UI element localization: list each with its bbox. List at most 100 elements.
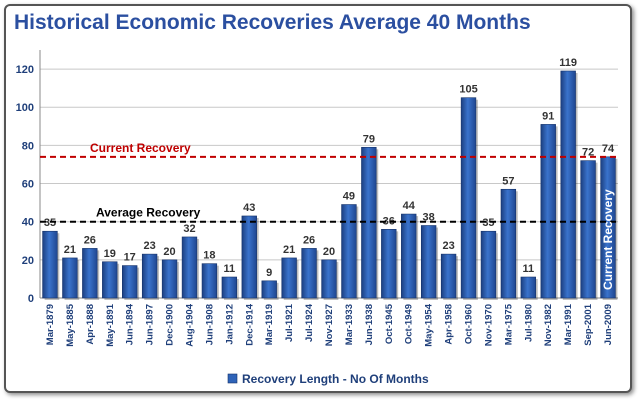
data-label: 38 <box>423 212 435 224</box>
chart-frame: Historical Economic Recoveries Average 4… <box>4 4 632 393</box>
bar <box>62 257 78 299</box>
data-label: 91 <box>542 110 554 122</box>
x-tick-label: May-1891 <box>105 303 116 346</box>
bar <box>241 215 257 299</box>
legend-label: Recovery Length - No Of Months <box>242 372 429 386</box>
recovery-bar-chart: Historical Economic Recoveries Average 4… <box>14 11 618 386</box>
bar <box>560 70 576 299</box>
bar <box>141 253 158 299</box>
data-label: 17 <box>124 252 136 264</box>
x-tick-label: Oct-1945 <box>384 303 395 344</box>
data-label: 35 <box>482 217 494 229</box>
data-label: 105 <box>459 84 477 96</box>
data-label: 19 <box>104 248 116 260</box>
x-tick-label: Mar-1879 <box>45 304 56 345</box>
reference-line-label: Current Recovery <box>90 141 191 155</box>
bar <box>600 156 616 299</box>
bar <box>440 253 457 299</box>
bar <box>401 213 417 299</box>
bar <box>161 259 178 299</box>
data-label: 44 <box>403 200 416 212</box>
x-tick-label: Oct-1949 <box>404 304 415 344</box>
bar <box>42 230 58 299</box>
data-label: 18 <box>203 250 215 262</box>
x-tick-label: Mar-1975 <box>503 303 514 345</box>
x-tick-label: Dec-1900 <box>165 304 176 346</box>
legend-swatch <box>227 373 238 384</box>
y-tick-label: 120 <box>16 64 34 76</box>
y-tick-label: 100 <box>16 102 34 114</box>
x-axis-labels: Mar-1879 May-1885 Apr-1888 May-1891 Jun-1894… <box>45 303 614 346</box>
y-tick-label: 80 <box>22 140 34 152</box>
bar <box>122 265 138 299</box>
data-label: 11 <box>522 263 534 275</box>
x-tick-label: Jun-1908 <box>204 304 215 345</box>
bar <box>82 248 98 299</box>
bar <box>321 259 337 299</box>
data-label: 72 <box>582 147 594 159</box>
y-tick-label: 0 <box>28 293 34 305</box>
y-tick-label: 20 <box>22 255 34 267</box>
bar <box>201 263 218 299</box>
bar <box>381 229 397 299</box>
y-axis: 0 20 40 60 80 100 120 <box>16 50 618 305</box>
bar <box>540 124 556 299</box>
bar <box>580 160 596 299</box>
bar <box>520 276 536 299</box>
data-label: 57 <box>502 175 514 187</box>
data-label: 32 <box>183 223 195 235</box>
x-tick-label: Jun-1897 <box>145 304 156 345</box>
x-tick-label: Mar-1991 <box>563 303 574 345</box>
x-tick-label: Jul-1980 <box>523 304 534 342</box>
data-label: 21 <box>283 244 295 256</box>
x-tick-label: Apr-1958 <box>444 304 455 345</box>
bar <box>500 188 517 299</box>
data-label: 36 <box>383 215 395 227</box>
reference-line-label: Average Recovery <box>96 206 201 220</box>
x-tick-label: Jun-1938 <box>364 304 375 345</box>
x-tick-label: Jul-1924 <box>304 303 315 342</box>
legend: Recovery Length - No Of Months <box>227 372 429 386</box>
y-tick-label: 40 <box>22 217 34 229</box>
data-label: 20 <box>323 246 335 258</box>
data-label: 20 <box>163 246 175 258</box>
bar <box>480 230 497 299</box>
data-label: 26 <box>84 234 96 246</box>
reference-lines: Current Recovery Average Recovery Current … <box>40 141 618 290</box>
x-tick-label: Sep-2001 <box>583 303 594 345</box>
x-tick-label: Jun-2009 <box>603 304 614 345</box>
vertical-annotation: Current Recovery <box>601 189 615 290</box>
bar <box>102 261 118 299</box>
bars: 35 21 26 19 17 23 20 32 18 11 43 9 21 26 20 49 79 36 44 38 2… <box>42 57 618 301</box>
x-tick-label: May-1885 <box>65 303 76 346</box>
gridlines <box>40 68 618 299</box>
data-label: 9 <box>266 267 272 279</box>
data-label: 21 <box>64 244 76 256</box>
bar <box>301 248 317 299</box>
x-tick-label: Mar-1919 <box>264 304 275 345</box>
chart-title: Historical Economic Recoveries Average 4… <box>14 11 531 34</box>
data-label: 23 <box>143 240 155 252</box>
x-tick-label: Nov-1927 <box>324 304 335 346</box>
bar <box>261 280 277 299</box>
bar <box>181 236 198 299</box>
bar <box>281 257 297 299</box>
y-tick-label: 60 <box>22 179 34 191</box>
x-tick-label: Jul-1921 <box>284 303 295 342</box>
x-tick-label: Dec-1914 <box>244 303 255 345</box>
x-tick-label: Apr-1888 <box>85 304 96 345</box>
data-label: 43 <box>243 202 255 214</box>
data-label: 35 <box>44 217 56 229</box>
data-label: 49 <box>343 191 355 203</box>
x-tick-label: Nov-1970 <box>483 304 494 346</box>
data-label: 23 <box>442 240 454 252</box>
data-label: 119 <box>559 57 577 69</box>
bar <box>420 225 437 299</box>
x-tick-label: Oct-1960 <box>464 304 475 344</box>
data-label: 11 <box>224 263 236 275</box>
data-label: 26 <box>303 234 315 246</box>
x-tick-label: Aug-1904 <box>184 303 195 346</box>
bar <box>341 204 357 299</box>
data-label: 74 <box>602 143 615 155</box>
bar <box>460 97 477 299</box>
